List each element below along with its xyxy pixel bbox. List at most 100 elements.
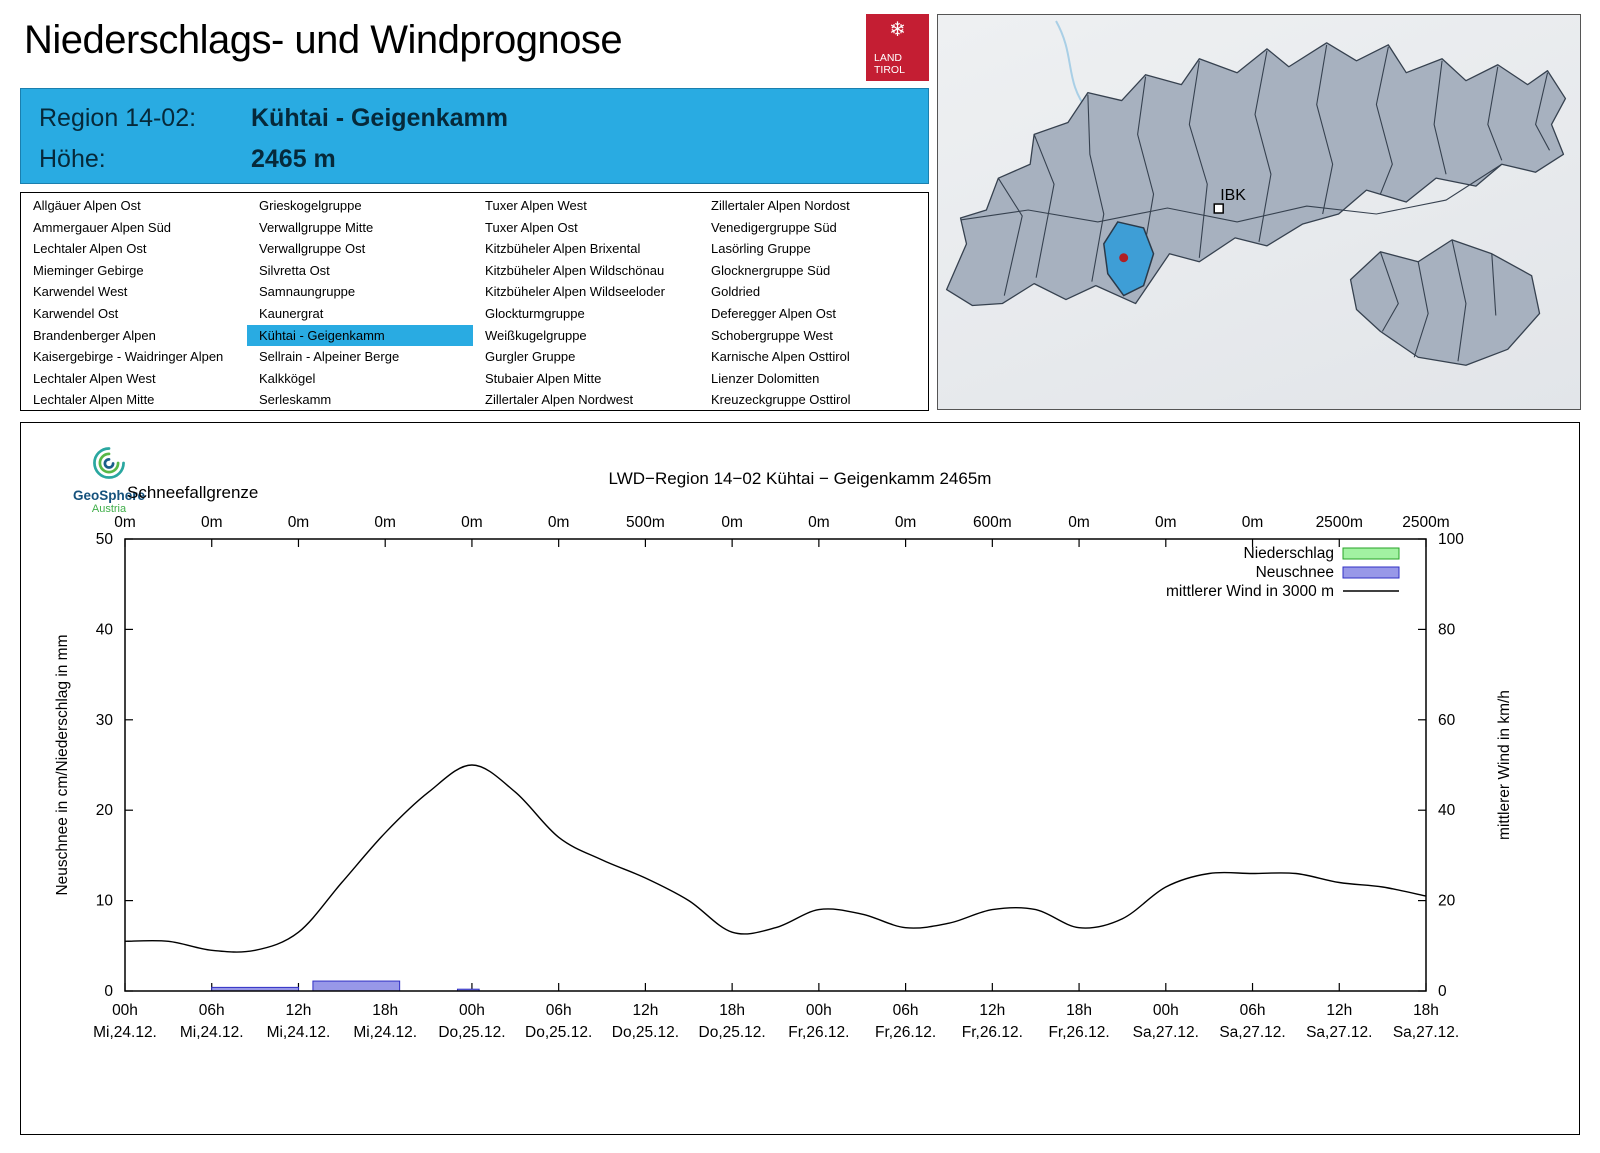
region-list-item[interactable]: Brandenberger Alpen [33,327,156,343]
x-tick-label: 06h [893,1002,919,1019]
region-list-item[interactable]: Lasörling Gruppe [711,241,811,257]
region-list-item[interactable]: Kitzbüheler Alpen Brixental [485,241,641,257]
map-regions [945,42,1567,366]
region-list-item[interactable]: Samnaungruppe [259,284,356,300]
region-list-item[interactable]: Deferegger Alpen Ost [711,305,837,321]
region-info-box: Region 14-02: Kühtai - Geigenkamm Höhe: … [20,88,929,184]
snowflake-icon: ❄ [889,19,906,41]
y-right-tick-label: 0 [1438,983,1447,1000]
schneefallgrenze-value: 0m [895,514,917,531]
schneefallgrenze-value: 0m [548,514,570,531]
map-ibk-label: IBK [1220,187,1246,204]
region-list-item[interactable]: Glocknergruppe Süd [711,262,831,278]
schneefallgrenze-value: 500m [626,514,665,531]
tirol-map: IBK [937,14,1581,410]
map-region-marker [1119,253,1129,263]
x-tick-label: 12h [979,1002,1005,1019]
x-tick-label: 06h [199,1002,225,1019]
region-list-item[interactable]: Kitzbüheler Alpen Wildschönau [485,262,665,278]
x-date-label: Sa,27.12. [1133,1024,1199,1041]
region-list-item[interactable]: Ammergauer Alpen Süd [33,219,172,235]
geosphere-logo-icon [93,447,125,479]
x-date-label: Sa,27.12. [1306,1024,1372,1041]
region-list-item-selected[interactable]: Kühtai - Geigenkamm [247,324,473,347]
region-list-column: Allgäuer Alpen Ost Ammergauer Alpen Süd Le… [21,195,247,410]
region-list-item[interactable]: Lienzer Dolomitten [711,370,820,386]
region-list-item[interactable]: Weißkugelgruppe [485,327,587,343]
region-list-item[interactable]: Kreuzeckgruppe Osttirol [711,392,851,408]
y-right-tick-label: 60 [1438,712,1456,729]
region-list-item[interactable]: Verwallgruppe Ost [259,241,366,257]
region-list-item[interactable]: Tuxer Alpen Ost [485,219,578,235]
y-right-tick-label: 40 [1438,802,1456,819]
region-list-item[interactable]: Kaunergrat [259,305,324,321]
region-list-item[interactable]: Serleskamm [259,392,332,408]
region-list-item[interactable]: Verwallgruppe Mitte [259,219,374,235]
x-date-label: Sa,27.12. [1393,1024,1459,1041]
region-list-item[interactable]: Silvretta Ost [259,262,330,278]
region-list-item[interactable]: Kaisergebirge - Waidringer Alpen [33,349,224,365]
y-right-axis-title: mittlerer Wind in km/h [1496,690,1513,840]
x-date-label: Fr,26.12. [962,1024,1023,1041]
schneefallgrenze-value: 0m [114,514,136,531]
schneefallgrenze-value: 0m [201,514,223,531]
region-list-item[interactable]: Zillertaler Alpen Nordost [711,198,850,213]
region-list-item[interactable]: Lechtaler Alpen Ost [33,241,147,257]
x-tick-label: 06h [1240,1002,1266,1019]
region-list-item[interactable]: Goldried [711,284,761,300]
region-list-item[interactable]: Venedigergruppe Süd [711,219,837,235]
region-list-item[interactable]: Glockturmgruppe [485,305,585,321]
region-list-item[interactable]: Mieminger Gebirge [33,262,144,278]
schneefallgrenze-value: 0m [1155,514,1177,531]
x-tick-label: 12h [1326,1002,1352,1019]
region-list-item[interactable]: Karnische Alpen Osttirol [711,349,850,365]
wind-line [124,764,1427,953]
x-tick-label: 00h [806,1002,832,1019]
region-list-item[interactable]: Gurgler Gruppe [485,349,576,365]
x-date-label: Mi,24.12. [93,1024,157,1041]
schneefallgrenze-value: 600m [973,514,1012,531]
region-list-item[interactable]: Grieskogelgruppe [259,198,362,213]
geosphere-sub: Austria [91,503,127,515]
y-left-tick-label: 30 [96,712,114,729]
region-list-item[interactable]: Lechtaler Alpen Mitte [33,392,155,408]
region-list-item[interactable]: Kalkkögel [259,370,316,386]
altitude-label: Höhe: [39,145,106,173]
y-left-tick-label: 50 [96,531,114,548]
region-list-item[interactable]: Zillertaler Alpen Nordwest [485,392,634,408]
schneefallgrenze-value: 0m [1068,514,1090,531]
x-tick-label: 18h [719,1002,745,1019]
schneefallgrenze-value: 0m [721,514,743,531]
region-list-item[interactable]: Kitzbüheler Alpen Wildseeloder [485,284,665,300]
y-left-tick-label: 0 [104,983,113,1000]
region-list-item[interactable]: Stubaier Alpen Mitte [485,370,602,386]
chart-title: LWD−Region 14−02 Kühtai − Geigenkamm 246… [608,469,992,488]
y-right-tick-label: 100 [1438,531,1464,548]
page-title: Niederschlags- und Windprognose [24,18,623,62]
logo-line2: TIROL [874,63,905,76]
x-date-label: Sa,27.12. [1219,1024,1285,1041]
x-date-label: Mi,24.12. [353,1024,417,1041]
x-date-label: Do,25.12. [525,1024,592,1041]
y-left-axis-title: Neuschnee in cm/Niederschlag in mm [54,634,71,895]
schneefallgrenze-value: 0m [288,514,310,531]
x-tick-label: 18h [1413,1002,1439,1019]
legend-label: Niederschlag [1244,545,1334,562]
altitude-value: 2465 m [251,145,336,173]
region-list: Allgäuer Alpen Ost Ammergauer Alpen Süd Le… [20,192,929,411]
x-date-label: Fr,26.12. [1048,1024,1109,1041]
x-date-label: Fr,26.12. [875,1024,936,1041]
x-tick-label: 18h [1066,1002,1092,1019]
region-list-item[interactable]: Lechtaler Alpen West [33,370,156,386]
region-list-item[interactable]: Karwendel Ost [33,305,119,321]
y-right-tick-label: 80 [1438,621,1456,638]
x-date-label: Mi,24.12. [267,1024,331,1041]
region-list-item[interactable]: Tuxer Alpen West [485,198,587,213]
forecast-plot: 00h Mi,24.12. 0m 06h Mi,24.12. 0m 12h Mi,24.12.… [54,514,1513,1041]
region-list-item[interactable]: Allgäuer Alpen Ost [33,198,141,213]
logo-line1: LAND [874,51,903,64]
region-list-item[interactable]: Schobergruppe West [711,327,833,343]
region-list-item[interactable]: Sellrain - Alpeiner Berge [259,349,400,365]
region-list-item[interactable]: Karwendel West [33,284,128,300]
x-tick-label: 12h [632,1002,658,1019]
